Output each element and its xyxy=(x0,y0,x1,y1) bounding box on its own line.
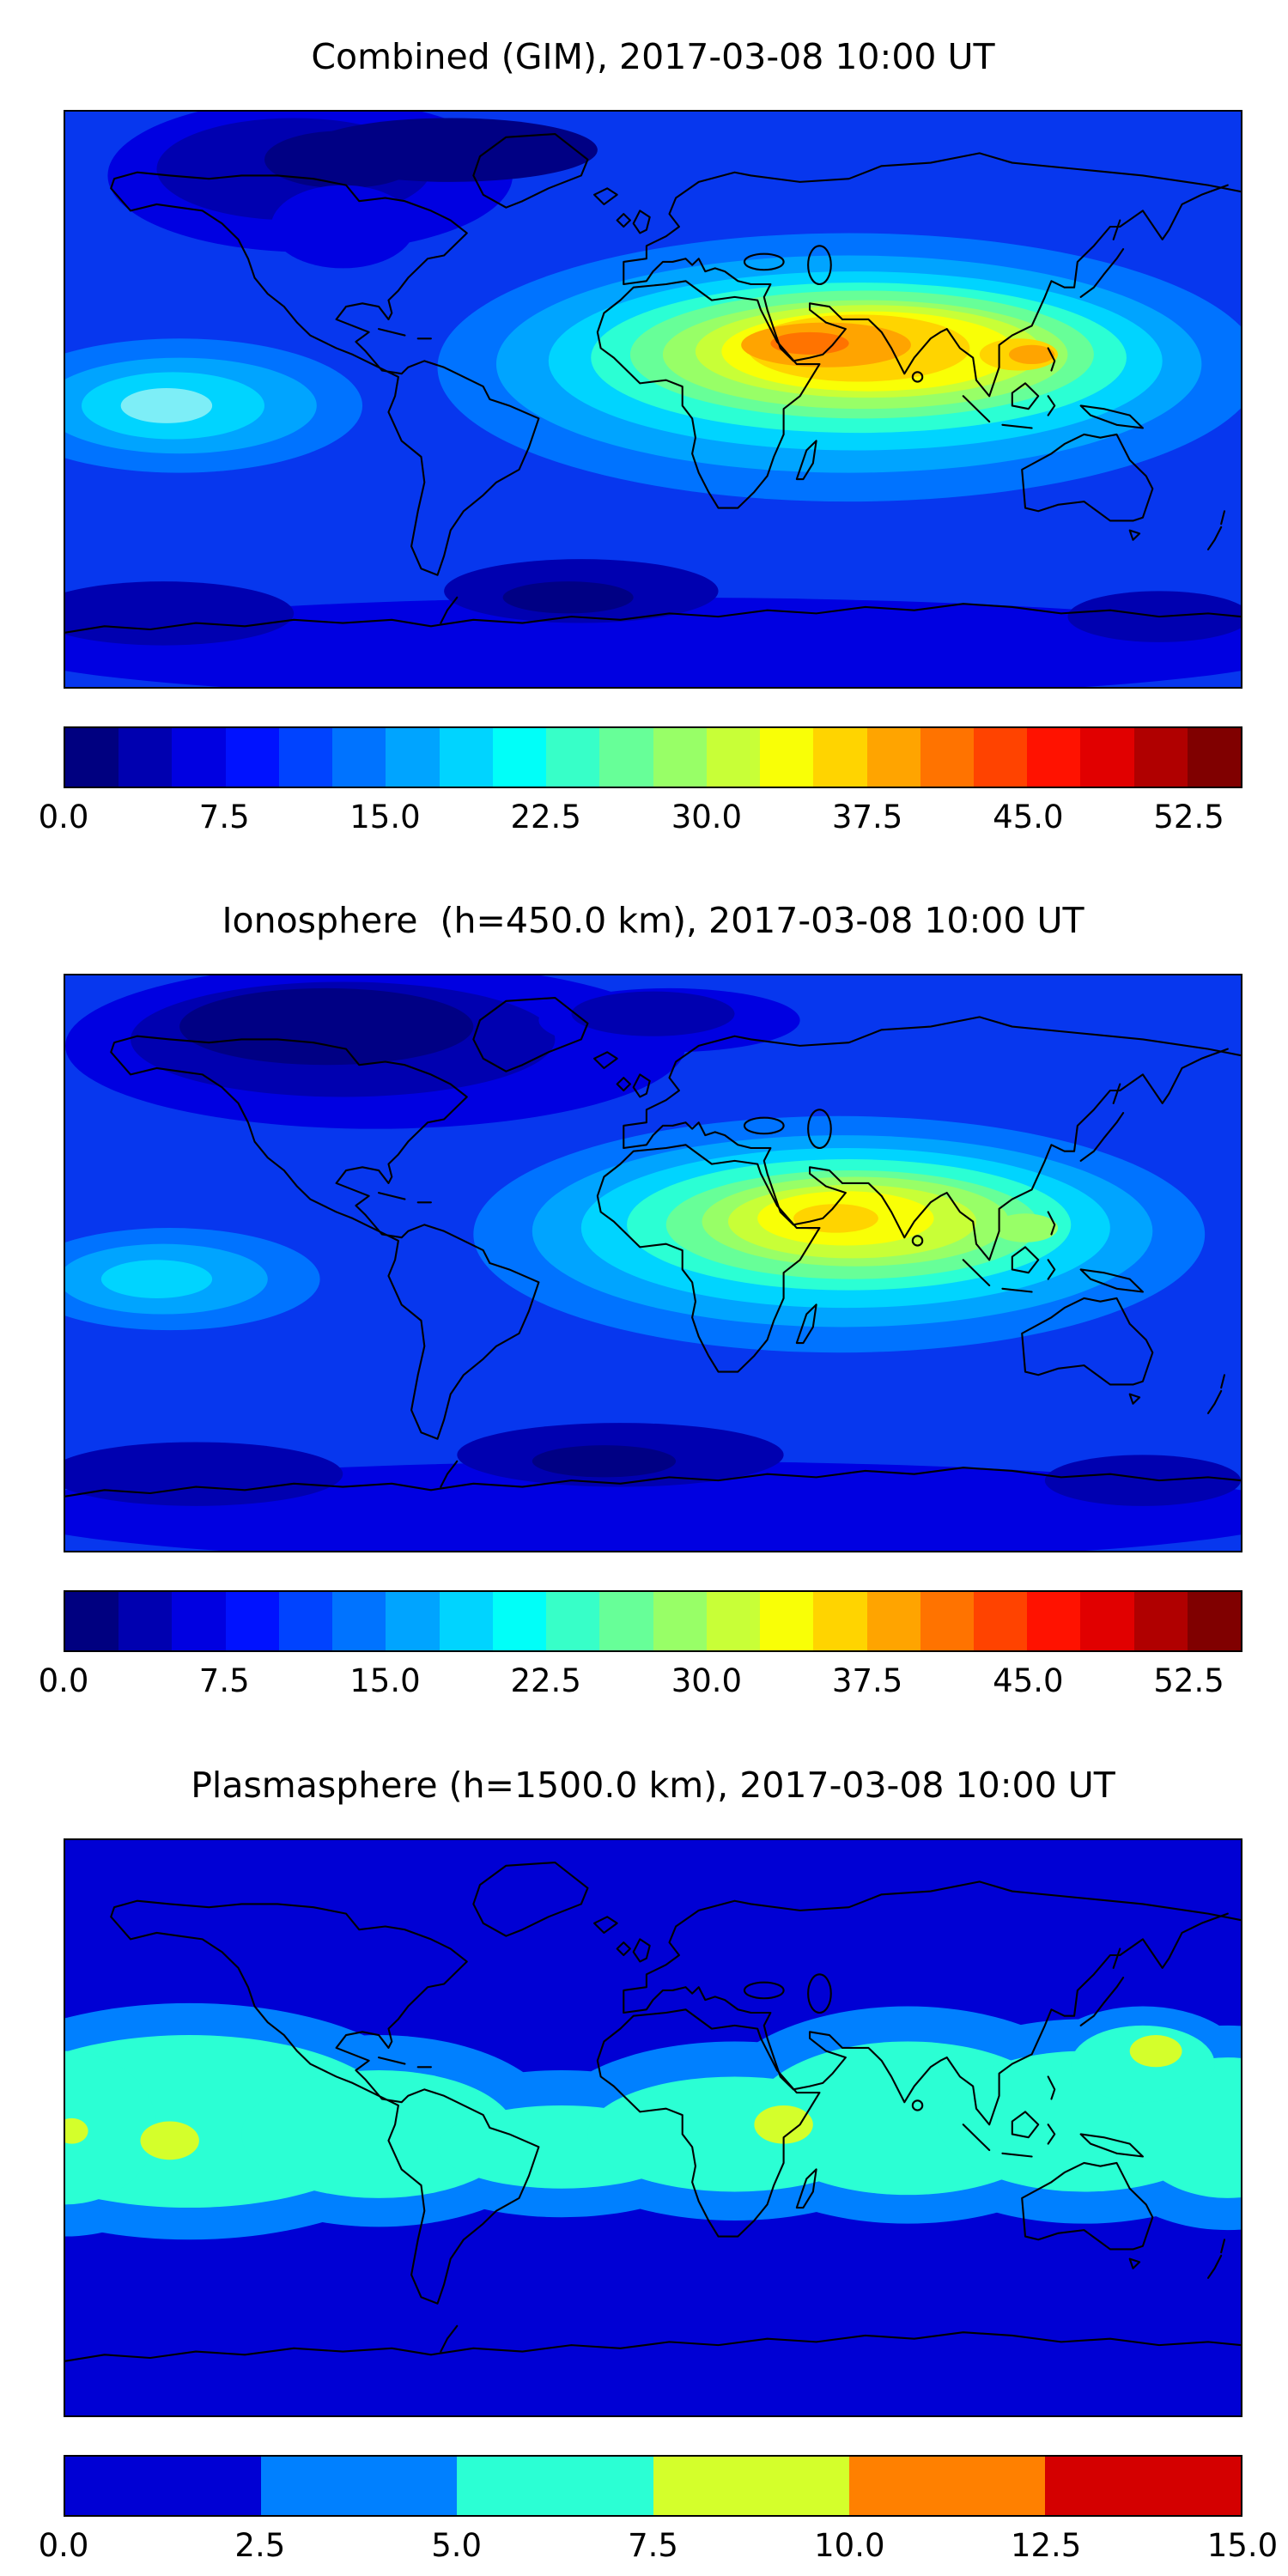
colorbar-tick-label: 0.0 xyxy=(38,2527,89,2564)
colorbar-tick-label: 10.0 xyxy=(814,2527,885,2564)
colorbar-tick-label: 45.0 xyxy=(993,1662,1064,1699)
colorbar-combined xyxy=(64,726,1242,788)
colorbar-tick-label: 37.5 xyxy=(831,1662,903,1699)
panel-title: Plasmasphere (h=1500.0 km), 2017-03-08 1… xyxy=(191,1765,1115,1806)
colorbar-segment xyxy=(599,728,653,787)
colorbar-segment xyxy=(225,1592,279,1650)
contour-field xyxy=(65,1840,1241,2415)
band-5-7p5 xyxy=(65,2025,1241,2208)
colorbar-tick-label: 52.5 xyxy=(1153,1662,1224,1699)
colorbar-segment xyxy=(1080,728,1134,787)
colorbar-tick-label: 30.0 xyxy=(671,1662,743,1699)
colorbar-tick-label: 7.5 xyxy=(628,2527,678,2564)
colorbar-segment xyxy=(492,728,547,787)
map-combined-svg xyxy=(65,112,1241,687)
colorbar-plasmasphere xyxy=(64,2455,1242,2517)
colorbar-segment xyxy=(332,1592,386,1650)
colorbar-tick-label: 45.0 xyxy=(993,799,1064,835)
colorbar-segment xyxy=(118,1592,173,1650)
band-7p5-10-spots xyxy=(65,2035,1182,2160)
colorbar-tick-label: 0.0 xyxy=(38,1662,89,1699)
colorbar-segment xyxy=(653,728,707,787)
map-ionosphere xyxy=(64,974,1242,1552)
colorbar-segment xyxy=(439,728,493,787)
colorbar-segment xyxy=(653,1592,707,1650)
colorbar-segment xyxy=(386,1592,440,1650)
colorbar-segment xyxy=(1044,2457,1242,2515)
colorbar-tick-label: 15.0 xyxy=(1206,2527,1279,2564)
colorbar-segment xyxy=(706,1592,761,1650)
map-ionosphere-svg xyxy=(65,975,1241,1551)
colorbar-segment xyxy=(866,1592,920,1650)
colorbar-segment xyxy=(813,728,867,787)
colorbar-segment xyxy=(813,1592,867,1650)
colorbar-segment xyxy=(65,1592,119,1650)
colorbar-segment xyxy=(172,728,226,787)
colorbar-segment xyxy=(760,1592,814,1650)
colorbar-tick-label: 30.0 xyxy=(671,799,743,835)
colorbar-tick-label: 7.5 xyxy=(198,799,250,835)
panel-title: Combined (GIM), 2017-03-08 10:00 UT xyxy=(311,36,995,77)
colorbar-segment xyxy=(278,728,333,787)
colorbar-segment xyxy=(1187,1592,1242,1650)
colorbar-segment xyxy=(439,1592,493,1650)
panel-ionosphere: Ionosphere (h=450.0 km), 2017-03-08 10:0… xyxy=(39,864,1242,1722)
colorbar-segment xyxy=(1027,1592,1081,1650)
colorbar-segment xyxy=(920,1592,974,1650)
colorbar-tick-label: 22.5 xyxy=(510,799,581,835)
colorbar-segment xyxy=(760,728,814,787)
colorbar-tick-label: 15.0 xyxy=(349,799,421,835)
colorbar-tick-label: 0.0 xyxy=(38,799,89,835)
colorbar-segment xyxy=(706,728,761,787)
colorbar-segment xyxy=(1027,728,1081,787)
colorbar-tick-label: 5.0 xyxy=(431,2527,483,2564)
colorbar-tick-label: 15.0 xyxy=(349,1662,421,1699)
colorbar-segment xyxy=(118,728,173,787)
colorbar-segment xyxy=(261,2457,458,2515)
contour-field xyxy=(65,112,1241,687)
map-combined xyxy=(64,110,1242,689)
colorbar-segment xyxy=(1133,728,1188,787)
colorbar-segment xyxy=(546,728,600,787)
colorbar-segment xyxy=(653,2457,849,2515)
colorbar-segment xyxy=(492,1592,547,1650)
contour-field xyxy=(65,975,1241,1551)
colorbar-segment xyxy=(920,728,974,787)
colorbar-segment xyxy=(973,1592,1028,1650)
colorbar-segment xyxy=(1133,1592,1188,1650)
panel-combined: Combined (GIM), 2017-03-08 10:00 UT xyxy=(39,0,1242,859)
colorbar-segment xyxy=(599,1592,653,1650)
colorbar-tick-label: 12.5 xyxy=(1010,2527,1082,2564)
map-plasmasphere xyxy=(64,1838,1242,2417)
colorbar-tick-label: 52.5 xyxy=(1153,799,1224,835)
colorbar-segment xyxy=(386,728,440,787)
colorbar-segment xyxy=(332,728,386,787)
colorbar-segment xyxy=(866,728,920,787)
colorbar-segment xyxy=(65,728,119,787)
colorbar-tick-label: 37.5 xyxy=(831,799,903,835)
colorbar-segment xyxy=(546,1592,600,1650)
colorbar-tick-label: 7.5 xyxy=(198,1662,250,1699)
colorbar-tick-label: 2.5 xyxy=(234,2527,286,2564)
colorbar-tick-label: 22.5 xyxy=(510,1662,581,1699)
colorbar-ticks-plasmasphere: 0.0 2.5 5.0 7.5 10.0 12.5 15.0 xyxy=(39,2527,1279,2567)
colorbar-ticks-combined: 0.0 7.5 15.0 22.5 30.0 37.5 45.0 52.5 xyxy=(39,799,1242,838)
colorbar-segment xyxy=(848,2457,1045,2515)
colorbar-segment xyxy=(172,1592,226,1650)
colorbar-segment xyxy=(1187,728,1242,787)
colorbar-segment xyxy=(65,2457,262,2515)
panel-title: Ionosphere (h=450.0 km), 2017-03-08 10:0… xyxy=(222,900,1084,941)
map-plasmasphere-svg xyxy=(65,1840,1241,2415)
colorbar-ionosphere xyxy=(64,1590,1242,1652)
colorbar-ticks-ionosphere: 0.0 7.5 15.0 22.5 30.0 37.5 45.0 52.5 xyxy=(39,1662,1242,1702)
colorbar-segment xyxy=(973,728,1028,787)
colorbar-segment xyxy=(457,2457,653,2515)
colorbar-segment xyxy=(278,1592,333,1650)
panel-plasmasphere: Plasmasphere (h=1500.0 km), 2017-03-08 1… xyxy=(39,1728,1279,2576)
colorbar-segment xyxy=(225,728,279,787)
colorbar-segment xyxy=(1080,1592,1134,1650)
